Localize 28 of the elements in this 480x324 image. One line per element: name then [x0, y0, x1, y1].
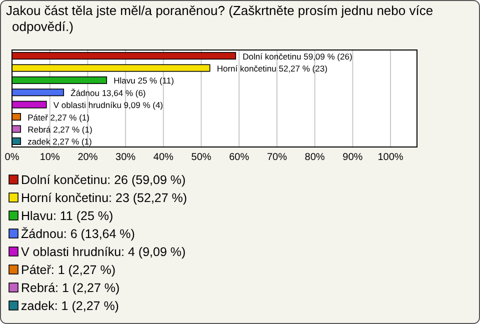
legend-label: V oblasti hrudníku: 4 (9,09 %) [21, 245, 186, 259]
data-label: Páteř 2,27 % (1) [28, 112, 90, 122]
x-tick-label: 100% [378, 152, 404, 164]
x-tick-label: 40% [153, 152, 174, 164]
x-tick-label: 90% [342, 152, 363, 164]
legend-label: Dolní končetinu: 26 (59,09 %) [21, 173, 186, 187]
data-label: Dolní končetinu 59,09 % (26) [242, 51, 352, 62]
data-label: Rebrá 2,27 % (1) [28, 124, 92, 135]
data-label: Žádnou 13,64 % (6) [70, 88, 146, 98]
legend-label: zadek: 1 (2,27 %) [21, 299, 119, 313]
legend-label: Horní končetinu: 23 (52,27 %) [21, 191, 188, 205]
legend-label: Žádnou: 6 (13,64 %) [21, 227, 135, 241]
x-tick-label: 30% [116, 152, 136, 164]
x-tick-label: 20% [78, 152, 98, 164]
data-label: Hlavu 25 % (11) [114, 76, 174, 86]
x-tick-label: 80% [304, 152, 325, 164]
data-label: zadek 2,27 % (1) [28, 136, 92, 147]
legend-label: Hlavu: 11 (25 %) [21, 209, 114, 223]
data-label: Horní končetinu 52,27 % (23) [216, 63, 328, 74]
chart-title: Jakou část těla jste měl/a poraněnou? (Zaškrtněte prosím jednu nebo více odpovědí.) [6, 3, 434, 34]
data-label: V oblasti hrudníku 9,09 % (4) [53, 100, 164, 110]
x-tick-label: 50% [191, 152, 212, 164]
x-tick-label: 60% [229, 152, 250, 164]
legend-label: Rebrá: 1 (2,27 %) [21, 281, 120, 295]
x-tick-label: 10% [40, 152, 60, 164]
legend-label: Páteř: 1 (2,27 %) [21, 263, 116, 277]
x-tick-label: 0% [4, 152, 20, 164]
x-tick-label: 70% [266, 152, 288, 164]
